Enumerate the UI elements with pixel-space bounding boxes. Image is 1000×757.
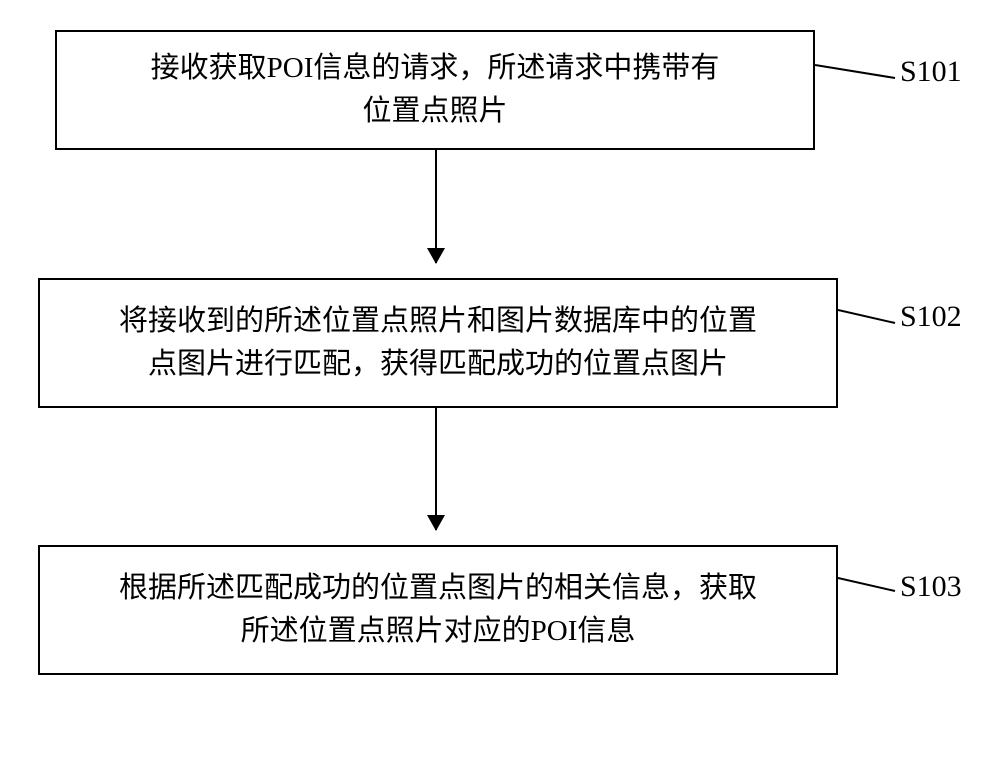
arrow-2 [435, 408, 437, 530]
step-label-s102: S102 [900, 300, 962, 334]
step-box-s102: 将接收到的所述位置点照片和图片数据库中的位置点图片进行匹配，获得匹配成功的位置点… [38, 278, 838, 408]
step-label-s103: S103 [900, 570, 962, 604]
connector-s103 [838, 573, 900, 598]
connector-s102 [838, 305, 900, 330]
step-text-s102: 将接收到的所述位置点照片和图片数据库中的位置点图片进行匹配，获得匹配成功的位置点… [119, 300, 757, 387]
connector-s101 [815, 60, 900, 85]
flowchart-container: 接收获取POI信息的请求，所述请求中携带有位置点照片 S101 将接收到的所述位… [0, 0, 1000, 757]
step-label-s101: S101 [900, 55, 962, 89]
step-box-s103: 根据所述匹配成功的位置点图片的相关信息，获取所述位置点照片对应的POI信息 [38, 545, 838, 675]
step-box-s101: 接收获取POI信息的请求，所述请求中携带有位置点照片 [55, 30, 815, 150]
step-text-s101: 接收获取POI信息的请求，所述请求中携带有位置点照片 [151, 47, 720, 134]
step-text-s103: 根据所述匹配成功的位置点图片的相关信息，获取所述位置点照片对应的POI信息 [119, 567, 757, 654]
arrow-1 [435, 150, 437, 263]
